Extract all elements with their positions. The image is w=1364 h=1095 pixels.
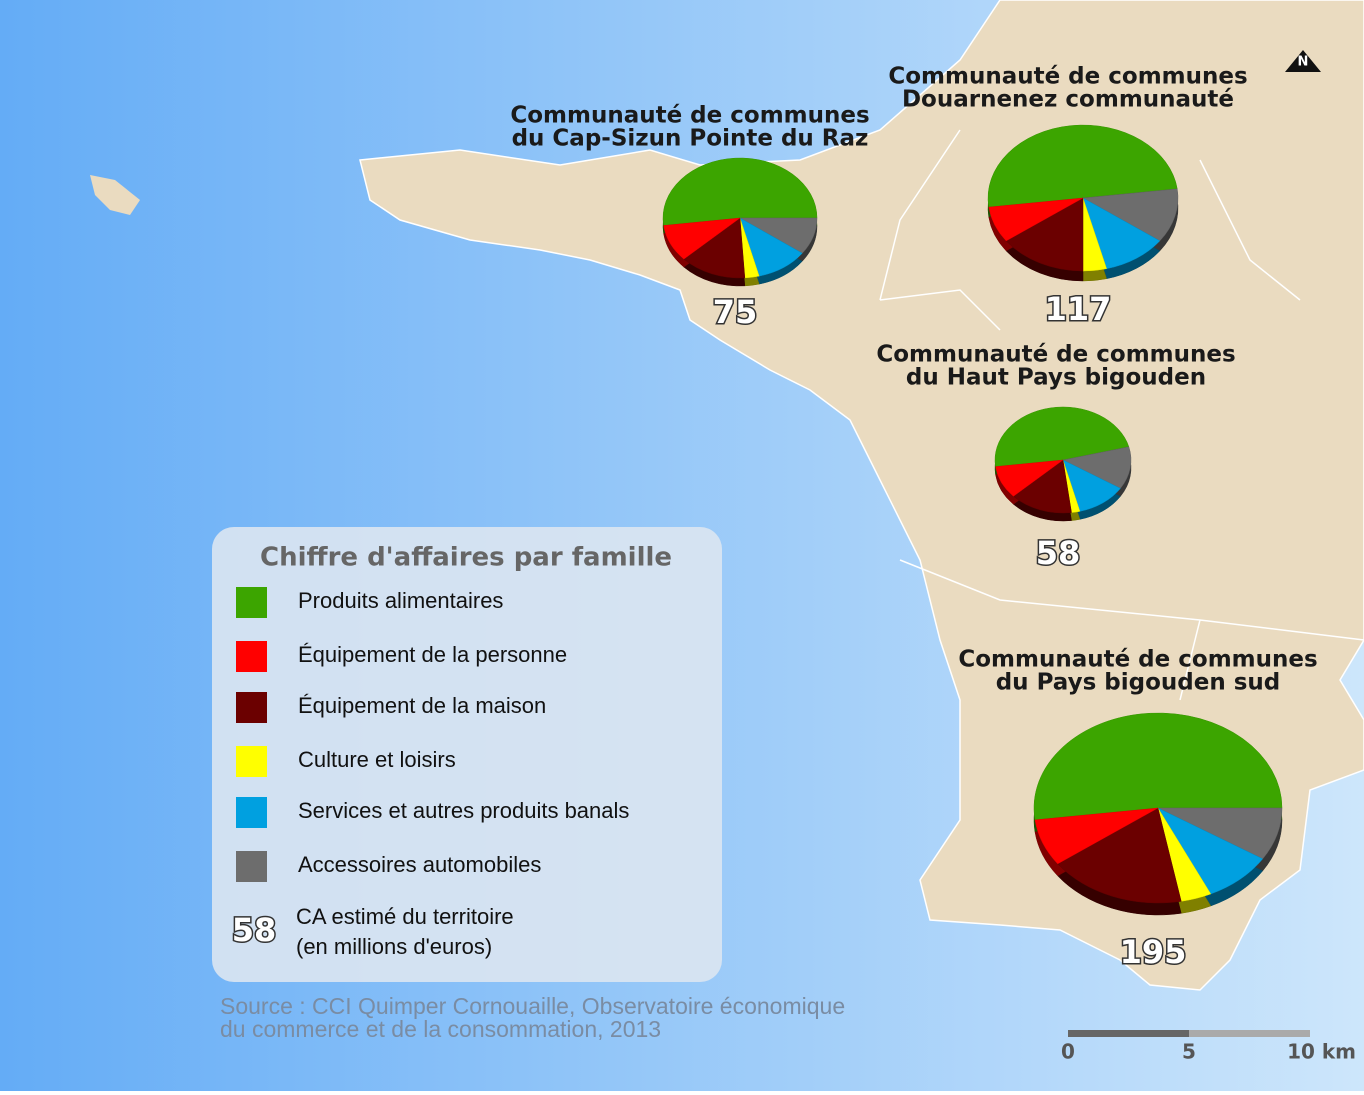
legend-swatch bbox=[236, 797, 267, 828]
legend-total-example: 58 bbox=[232, 911, 277, 949]
pie-slice bbox=[1033, 712, 1283, 821]
pie-total: 75 bbox=[713, 293, 758, 331]
scale-label: 5 bbox=[1182, 1040, 1196, 1064]
source: Source : CCI Quimper Cornouaille, Observ… bbox=[220, 993, 845, 1019]
legend-swatch bbox=[236, 641, 267, 672]
pie-slice bbox=[1082, 197, 1161, 269]
legend-box bbox=[212, 527, 722, 982]
pie-slice bbox=[1005, 197, 1084, 272]
pie-title: Communauté de communes bbox=[888, 64, 1247, 90]
north-label: N bbox=[1298, 55, 1309, 70]
pie-title: Communauté de communes bbox=[876, 342, 1235, 368]
north-arrow: N bbox=[1285, 50, 1321, 72]
source: du commerce et de la consommation, 2013 bbox=[220, 1016, 661, 1042]
pie-slice bbox=[1062, 446, 1132, 489]
pie-slice bbox=[994, 406, 1130, 467]
pie-slice bbox=[995, 459, 1064, 497]
pie-slice bbox=[988, 197, 1084, 242]
legend-label: Culture et loisirs bbox=[298, 747, 456, 772]
legend-total-text: (en millions d'euros) bbox=[296, 934, 492, 959]
pie-slice bbox=[1034, 807, 1159, 865]
scale-label: 10 km bbox=[1287, 1040, 1356, 1064]
island bbox=[90, 175, 140, 215]
pie-title: du Pays bigouden sud bbox=[996, 670, 1281, 696]
scale-label: 0 bbox=[1061, 1040, 1075, 1064]
scale-bar bbox=[1068, 1030, 1189, 1037]
pie-title: Communauté de communes bbox=[510, 103, 869, 129]
legend-label: Services et autres produits banals bbox=[298, 798, 629, 823]
legend-swatch bbox=[236, 587, 267, 618]
legend-label: Équipement de la maison bbox=[298, 693, 546, 718]
pie-total: 58 bbox=[1036, 534, 1081, 572]
pie-slice bbox=[1082, 188, 1179, 242]
pie-total: 195 bbox=[1120, 933, 1187, 971]
pie-total: 117 bbox=[1045, 290, 1112, 328]
pie-slice bbox=[663, 217, 741, 260]
pie-title: du Haut Pays bigouden bbox=[906, 365, 1206, 391]
pie-slice bbox=[1057, 807, 1182, 904]
legend-swatch bbox=[236, 851, 267, 882]
pie-slice bbox=[662, 157, 818, 226]
north-icon bbox=[1285, 50, 1321, 72]
legend-swatch bbox=[236, 746, 267, 777]
legend-label: Accessoires automobiles bbox=[298, 852, 541, 877]
legend-swatch bbox=[236, 692, 267, 723]
legend-title: Chiffre d'affaires par famille bbox=[260, 543, 672, 573]
legend-total-text: CA estimé du territoire bbox=[296, 904, 514, 929]
legend-label: Équipement de la personne bbox=[298, 642, 567, 667]
pie-slice bbox=[1013, 459, 1072, 514]
pie-slice bbox=[987, 124, 1178, 208]
scale-bar bbox=[1189, 1030, 1310, 1037]
pie-title: Communauté de communes bbox=[958, 647, 1317, 673]
pie-slice bbox=[683, 217, 746, 279]
pie-title: Douarnenez communauté bbox=[902, 87, 1234, 113]
pie-title: du Cap-Sizun Pointe du Raz bbox=[512, 126, 869, 152]
borders bbox=[879, 129, 1364, 701]
legend-label: Produits alimentaires bbox=[298, 588, 503, 613]
